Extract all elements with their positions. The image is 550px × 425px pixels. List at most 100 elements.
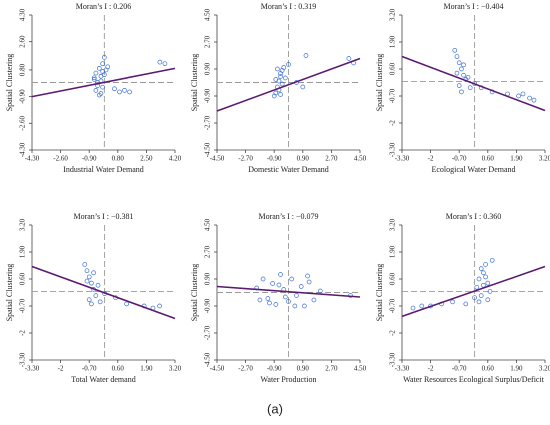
y-axis-label: Spatial Clustering — [5, 264, 14, 322]
x-tick-label: 0.60 — [482, 365, 495, 373]
chart-title: Moran’s I : −0.381 — [73, 212, 133, 221]
y-axis-label: Spatial Clustering — [190, 54, 199, 112]
x-tick-label: -2 — [428, 365, 434, 373]
x-tick-label: 1.90 — [140, 365, 153, 373]
x-tick-label: 0.60 — [112, 365, 125, 373]
x-axis-label: Industrial Water Demand — [63, 165, 144, 174]
y-tick-label: 0.90 — [204, 272, 212, 285]
point — [275, 66, 280, 72]
point — [270, 281, 275, 286]
y-axis-label: Spatial Clustering — [375, 54, 384, 112]
point — [122, 87, 127, 93]
x-tick-label: 0.90 — [297, 365, 310, 373]
point — [157, 59, 163, 65]
x-tick-label: -2.70 — [238, 155, 253, 163]
y-tick-label: 0.60 — [389, 272, 397, 285]
x-tick-label: -0.90 — [267, 155, 282, 163]
y-tick-label: 2.60 — [19, 35, 27, 48]
point — [456, 83, 462, 88]
point — [516, 93, 521, 99]
point — [459, 66, 464, 72]
point — [86, 297, 92, 303]
y-tick-label: -4.50 — [204, 142, 212, 157]
point — [474, 284, 480, 290]
x-tick-label: -2 — [428, 155, 434, 163]
x-tick-label: 1.90 — [510, 155, 523, 163]
x-tick-label: -3.30 — [395, 365, 410, 373]
point — [257, 297, 263, 303]
point — [281, 65, 287, 70]
point — [292, 303, 298, 309]
point — [346, 56, 352, 61]
y-tick-label: 1.90 — [389, 245, 397, 258]
point — [117, 89, 122, 95]
point — [124, 301, 129, 307]
point — [298, 284, 304, 289]
x-tick-label: 4.50 — [354, 365, 367, 373]
point — [294, 293, 299, 298]
panel: Moran’s I : 0.206 Industrial Water Demand… — [5, 2, 182, 174]
point — [276, 282, 282, 288]
point — [456, 60, 462, 66]
x-axis-label: Water Production — [260, 375, 316, 384]
y-tick-label: 3.20 — [389, 218, 397, 231]
point — [100, 69, 106, 74]
x-tick-label: 3.20 — [539, 365, 550, 373]
x-tick-label: 2.70 — [325, 155, 338, 163]
y-axis-label: Spatial Clustering — [5, 54, 14, 112]
point — [273, 90, 279, 96]
panel: Moran’s I : −0.079 Water Production Spatia… — [190, 212, 367, 384]
point — [162, 61, 168, 67]
x-tick-label: 1.90 — [510, 365, 523, 373]
trend-line — [31, 265, 176, 320]
x-tick-label: 2.70 — [325, 365, 338, 373]
point — [317, 288, 323, 294]
point — [454, 54, 460, 59]
point — [279, 81, 285, 87]
trend-line — [401, 55, 546, 112]
point — [97, 299, 103, 305]
chart-title: Moran’s I : −0.079 — [258, 212, 318, 221]
y-tick-label: -0.70 — [389, 298, 397, 313]
y-tick-label: 2.70 — [204, 245, 212, 258]
y-tick-label: 0.60 — [389, 62, 397, 75]
y-tick-label: -0.90 — [204, 298, 212, 313]
y-tick-label: 3.20 — [389, 8, 397, 21]
point — [100, 61, 106, 67]
point — [289, 276, 295, 282]
y-tick-label: -0.90 — [19, 89, 27, 104]
point — [127, 89, 132, 95]
point — [157, 303, 162, 309]
point — [93, 87, 99, 93]
point — [96, 66, 102, 71]
x-tick-label: -4.50 — [210, 365, 225, 373]
panel: Moran’s I : −0.381 Total Water demand Spat… — [5, 212, 182, 384]
y-tick-label: -2.70 — [204, 325, 212, 340]
point — [419, 303, 425, 309]
x-axis-label: Domestic Water Demand — [248, 165, 329, 174]
point — [476, 299, 482, 305]
point — [86, 274, 92, 280]
y-tick-label: -0.90 — [204, 88, 212, 103]
y-tick-label: 3.20 — [19, 218, 27, 231]
point — [278, 272, 283, 277]
point — [260, 276, 266, 282]
point — [465, 74, 471, 80]
point — [487, 289, 493, 294]
y-tick-label: -2 — [19, 330, 27, 336]
point — [483, 274, 488, 280]
point — [481, 270, 486, 276]
point — [91, 270, 96, 276]
y-tick-label: 0.90 — [204, 62, 212, 75]
point — [478, 266, 484, 271]
y-tick-label: -3.30 — [19, 352, 27, 367]
point — [273, 77, 279, 82]
point — [84, 278, 90, 284]
point — [452, 47, 458, 53]
point — [112, 86, 117, 92]
x-tick-label: -4.30 — [25, 155, 40, 163]
x-tick-label: -0.90 — [267, 365, 282, 373]
point — [463, 301, 469, 307]
point — [485, 280, 491, 286]
